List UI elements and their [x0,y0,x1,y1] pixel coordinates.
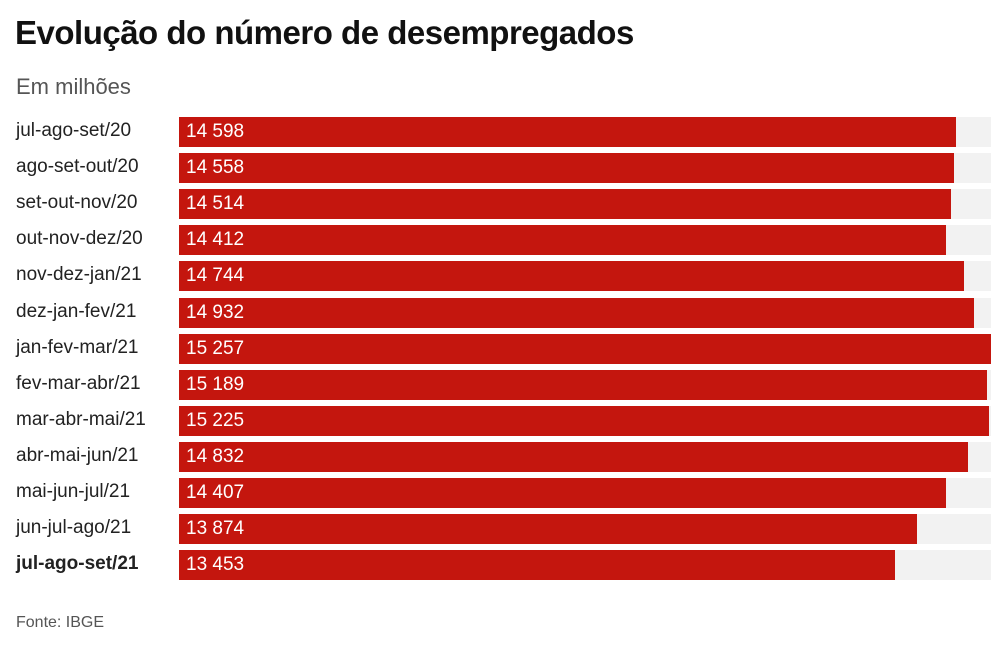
bar [179,261,964,292]
bar-row: mar-abr-mai/21 15 225 [0,405,1008,436]
chart-title: Evolução do número de desempregados [15,14,634,51]
bar [179,514,918,545]
bar-row: abr-mai-jun/21 14 832 [0,441,1008,472]
bar-row: jan-fev-mar/21 15 257 [0,333,1008,364]
category-label: abr-mai-jun/21 [16,444,139,466]
category-label: fev-mar-abr/21 [16,372,141,394]
data-label: 14 412 [186,229,245,251]
bar [179,189,952,220]
data-label: 15 189 [186,373,245,395]
bar [179,369,988,400]
data-label: 14 744 [186,265,245,287]
bar-row: jul-ago-set/21 13 453 [0,550,1008,581]
bar [179,225,947,256]
bar-row: set-out-nov/20 14 514 [0,189,1008,220]
bar-row: dez-jan-fev/21 14 932 [0,297,1008,328]
data-label: 13 874 [186,518,245,540]
category-label: ago-set-out/20 [16,156,139,178]
bar [179,405,990,436]
bar [179,441,969,472]
data-label: 14 832 [186,445,245,467]
data-label: 14 514 [186,193,245,215]
bar [179,478,946,508]
data-label: 14 407 [186,482,245,503]
bar-row: mai-jun-jul/21 14 407 [0,478,1008,508]
category-label: dez-jan-fev/21 [16,300,137,322]
category-label: mai-jun-jul/21 [16,481,131,502]
bar-row: nov-dez-jan/21 14 744 [0,261,1008,292]
category-label: jul-ago-set/20 [16,120,132,141]
bar [179,153,954,184]
bar-row: jun-jul-ago/21 13 874 [0,514,1008,545]
data-label: 13 453 [186,554,245,576]
category-label: nov-dez-jan/21 [16,264,142,286]
bar-row: jul-ago-set/20 14 598 [0,117,1008,147]
bar-row: out-nov-dez/20 14 412 [0,225,1008,256]
data-label: 14 558 [186,157,245,179]
category-label: out-nov-dez/20 [16,228,143,250]
bar-row: ago-set-out/20 14 558 [0,153,1008,184]
category-label: jul-ago-set/21 [16,553,139,575]
source-note: Fonte: IBGE [16,614,105,631]
bar [179,333,991,364]
category-label: mar-abr-mai/21 [16,408,146,430]
bar [179,117,956,147]
data-label: 15 257 [186,337,245,359]
data-label: 15 225 [186,409,245,431]
data-label: 14 932 [186,301,245,323]
data-label: 14 598 [186,121,245,142]
bar-row: fev-mar-abr/21 15 189 [0,369,1008,400]
category-label: jun-jul-ago/21 [16,517,132,539]
category-label: jan-fev-mar/21 [16,336,139,358]
chart-subtitle: Em milhões [16,74,131,99]
bar [179,297,974,328]
category-label: set-out-nov/20 [16,192,138,214]
bar [179,550,895,581]
